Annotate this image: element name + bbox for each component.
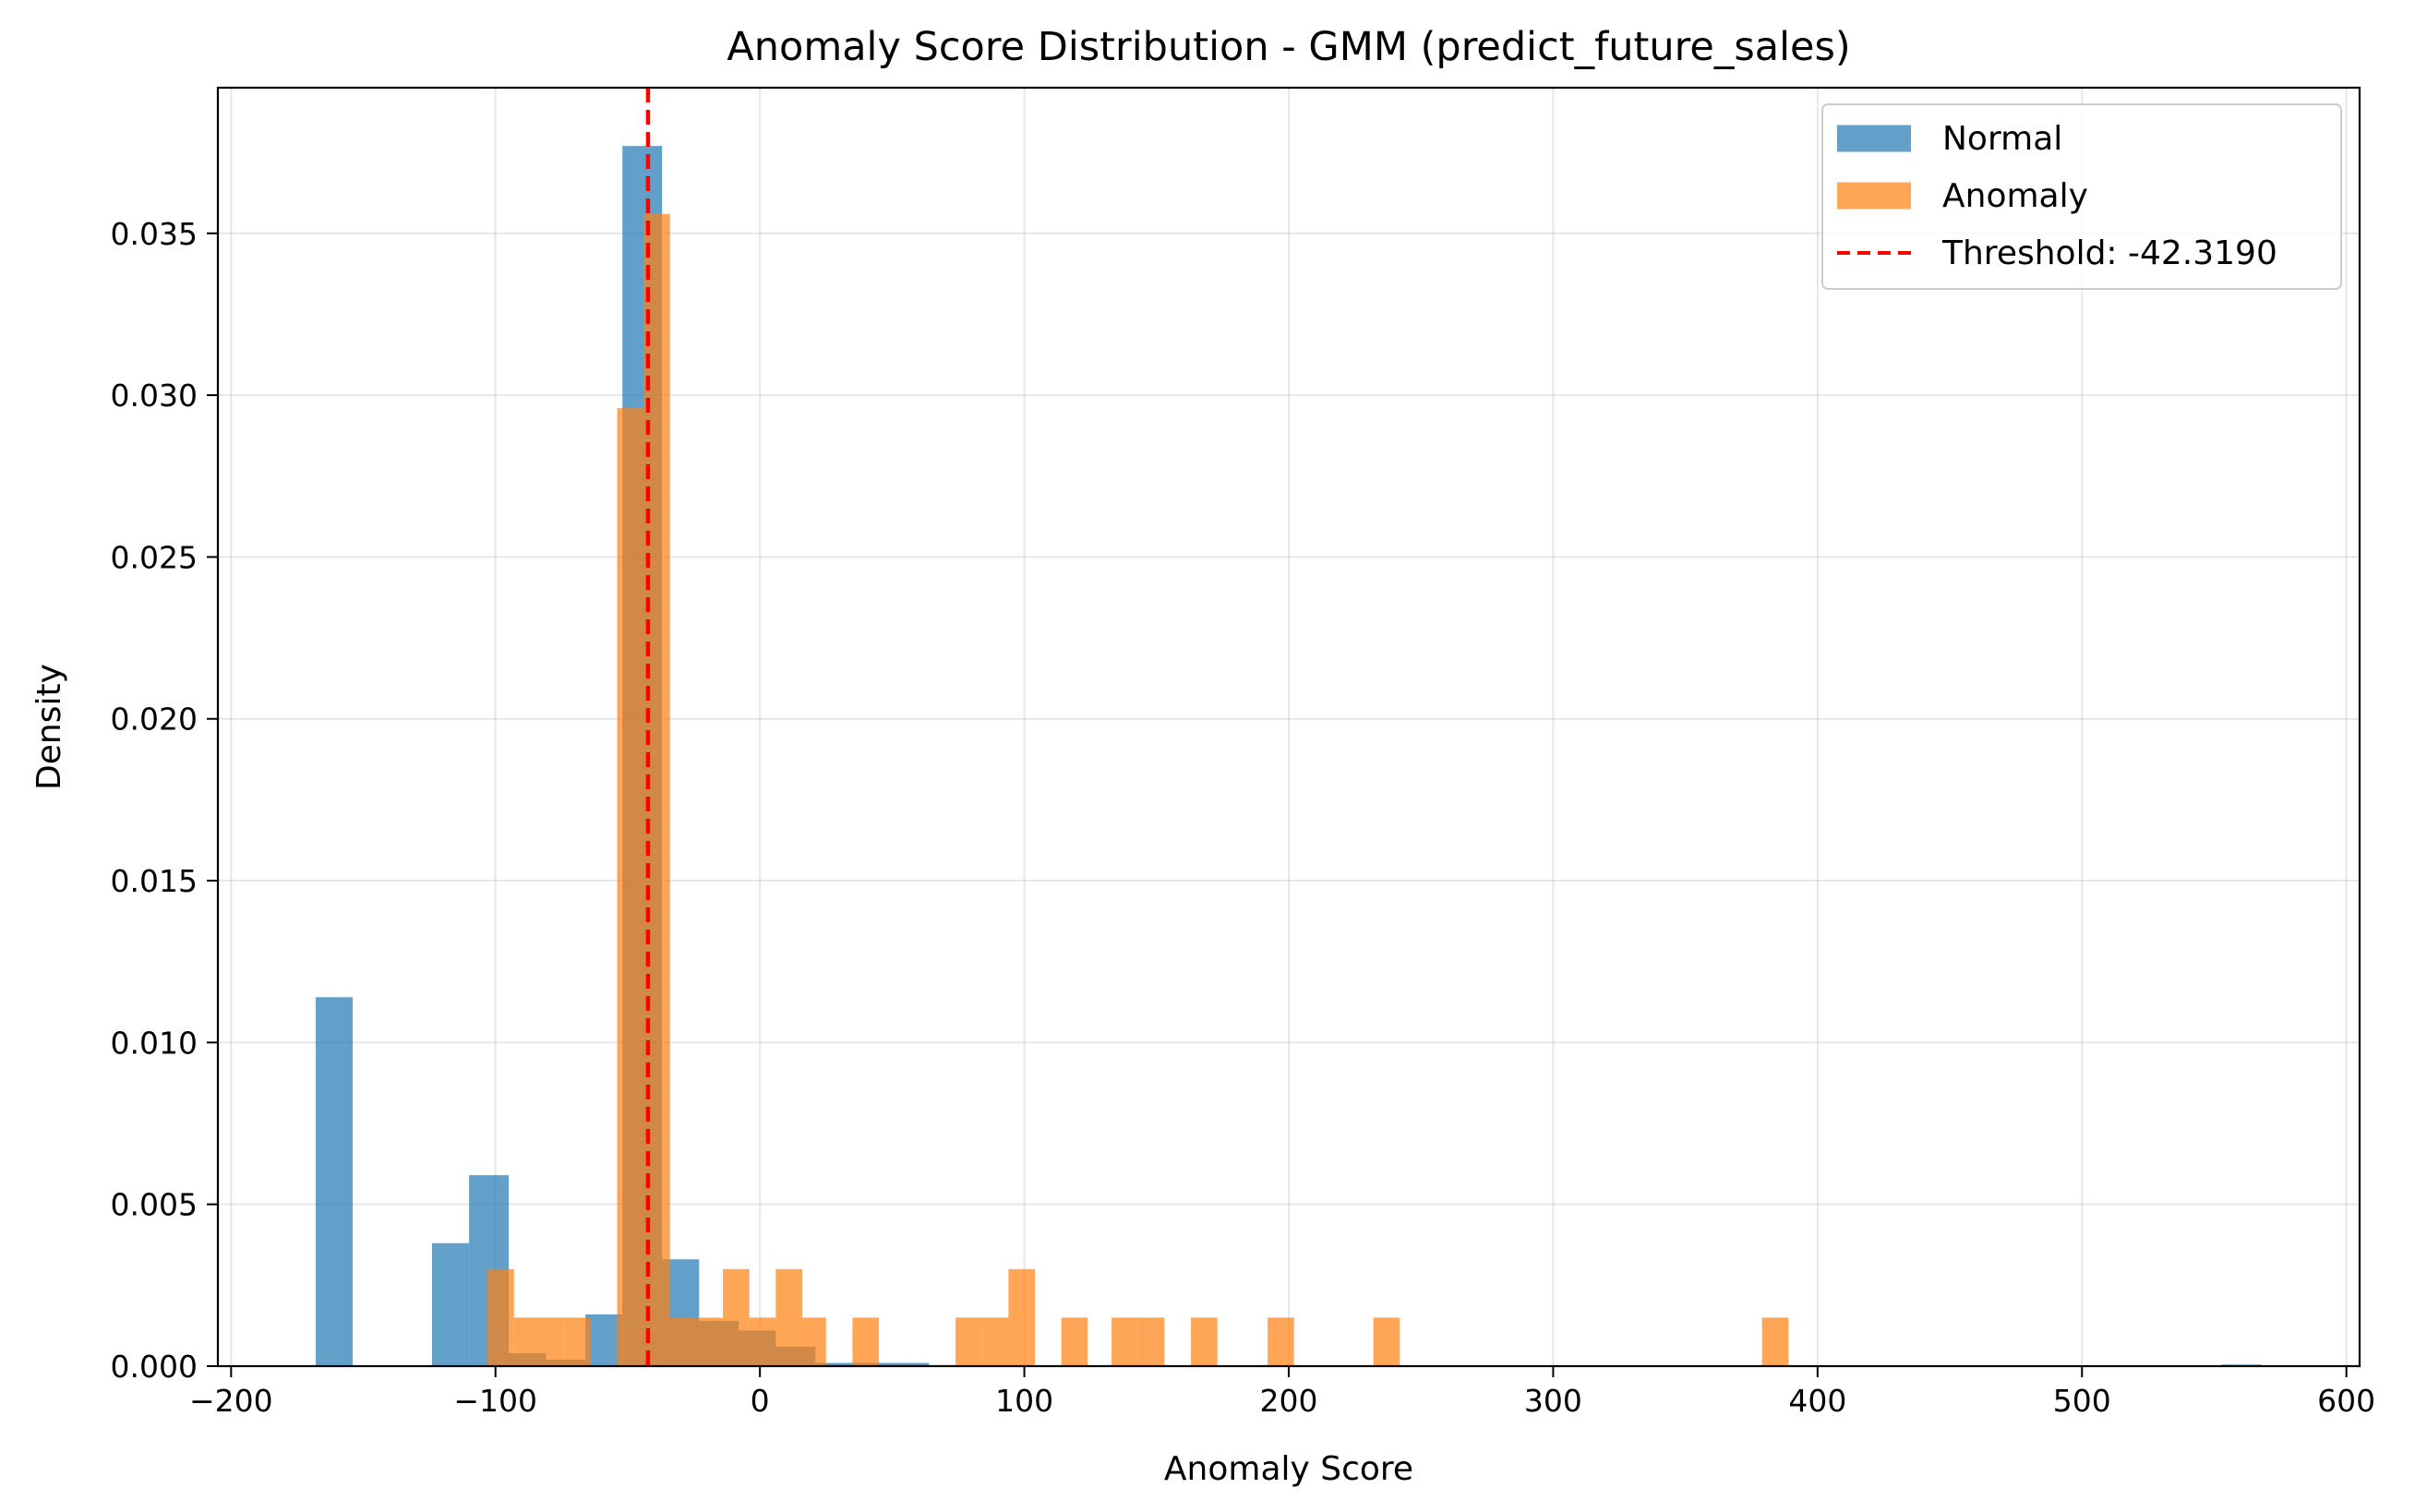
- x-tick-label: −200: [189, 1383, 273, 1419]
- y-tick-label: 0.035: [111, 216, 198, 252]
- normal-bar: [815, 1362, 853, 1366]
- anomaly-bar: [696, 1317, 724, 1366]
- chart-title: Anomaly Score Distribution - GMM (predic…: [727, 24, 1850, 70]
- legend-label-threshold: Threshold: -42.3190: [1941, 234, 2277, 272]
- anomaly-bars: [487, 213, 1789, 1367]
- x-tick-label: −100: [453, 1383, 537, 1419]
- legend-label-anomaly: Anomaly: [1942, 177, 2088, 215]
- anomaly-bar: [1008, 1268, 1036, 1366]
- x-tick-label: 0: [751, 1383, 770, 1419]
- y-axis-title: Density: [30, 664, 68, 790]
- y-tick-label: 0.000: [111, 1349, 198, 1385]
- anomaly-bar: [1061, 1317, 1088, 1366]
- legend-swatch-normal: [1837, 125, 1911, 152]
- anomaly-bar: [617, 408, 644, 1366]
- legend-swatch-anomaly: [1837, 182, 1911, 210]
- legend-label-normal: Normal: [1942, 120, 2062, 158]
- x-tick-label: 300: [1524, 1383, 1582, 1419]
- anomaly-bar: [1191, 1317, 1218, 1366]
- anomaly-bar: [723, 1268, 750, 1366]
- anomaly-bar: [749, 1317, 776, 1366]
- normal-bar: [892, 1362, 930, 1366]
- anomaly-bar: [669, 1317, 697, 1366]
- anomaly-bar: [1761, 1317, 1789, 1366]
- x-tick-label: 600: [2317, 1383, 2375, 1419]
- normal-bar: [315, 997, 354, 1366]
- anomaly-bar: [1373, 1317, 1400, 1366]
- y-tick-label: 0.015: [111, 863, 198, 899]
- x-tick-label: 500: [2053, 1383, 2111, 1419]
- normal-bar: [585, 1314, 623, 1366]
- y-tick-label: 0.030: [111, 378, 198, 414]
- y-tick-label: 0.010: [111, 1025, 198, 1061]
- y-tick-label: 0.005: [111, 1187, 198, 1223]
- x-tick-label: 200: [1260, 1383, 1318, 1419]
- x-tick-label: 100: [995, 1383, 1053, 1419]
- y-axis-ticks: 0.000 0.005 0.010 0.015 0.020 0.025 0.030 0.035: [111, 216, 218, 1385]
- legend: Normal Anomaly Threshold: -42.3190: [1821, 103, 2342, 290]
- anomaly-bar: [981, 1317, 1009, 1366]
- anomaly-bar: [564, 1317, 591, 1366]
- anomaly-bar: [540, 1317, 565, 1366]
- anomaly-bar: [801, 1317, 826, 1366]
- anomaly-bar: [487, 1268, 514, 1366]
- anomaly-bar: [775, 1268, 802, 1366]
- x-tick-label: 400: [1788, 1383, 1846, 1419]
- x-axis-ticks: −200 −100 0 100 200 300 400 500 600: [189, 1366, 2375, 1419]
- anomaly-bar: [955, 1317, 982, 1366]
- normal-bar: [432, 1242, 470, 1366]
- y-tick-label: 0.025: [111, 539, 198, 575]
- legend-box: [1821, 103, 2342, 290]
- anomaly-bar: [513, 1317, 541, 1366]
- y-tick-label: 0.020: [111, 702, 198, 738]
- anomaly-bar: [1137, 1317, 1165, 1366]
- anomaly-bar: [1111, 1317, 1138, 1366]
- x-axis-title: Anomaly Score: [1164, 1450, 1413, 1488]
- anomaly-bar: [852, 1317, 880, 1366]
- anomaly-bar: [1268, 1317, 1294, 1366]
